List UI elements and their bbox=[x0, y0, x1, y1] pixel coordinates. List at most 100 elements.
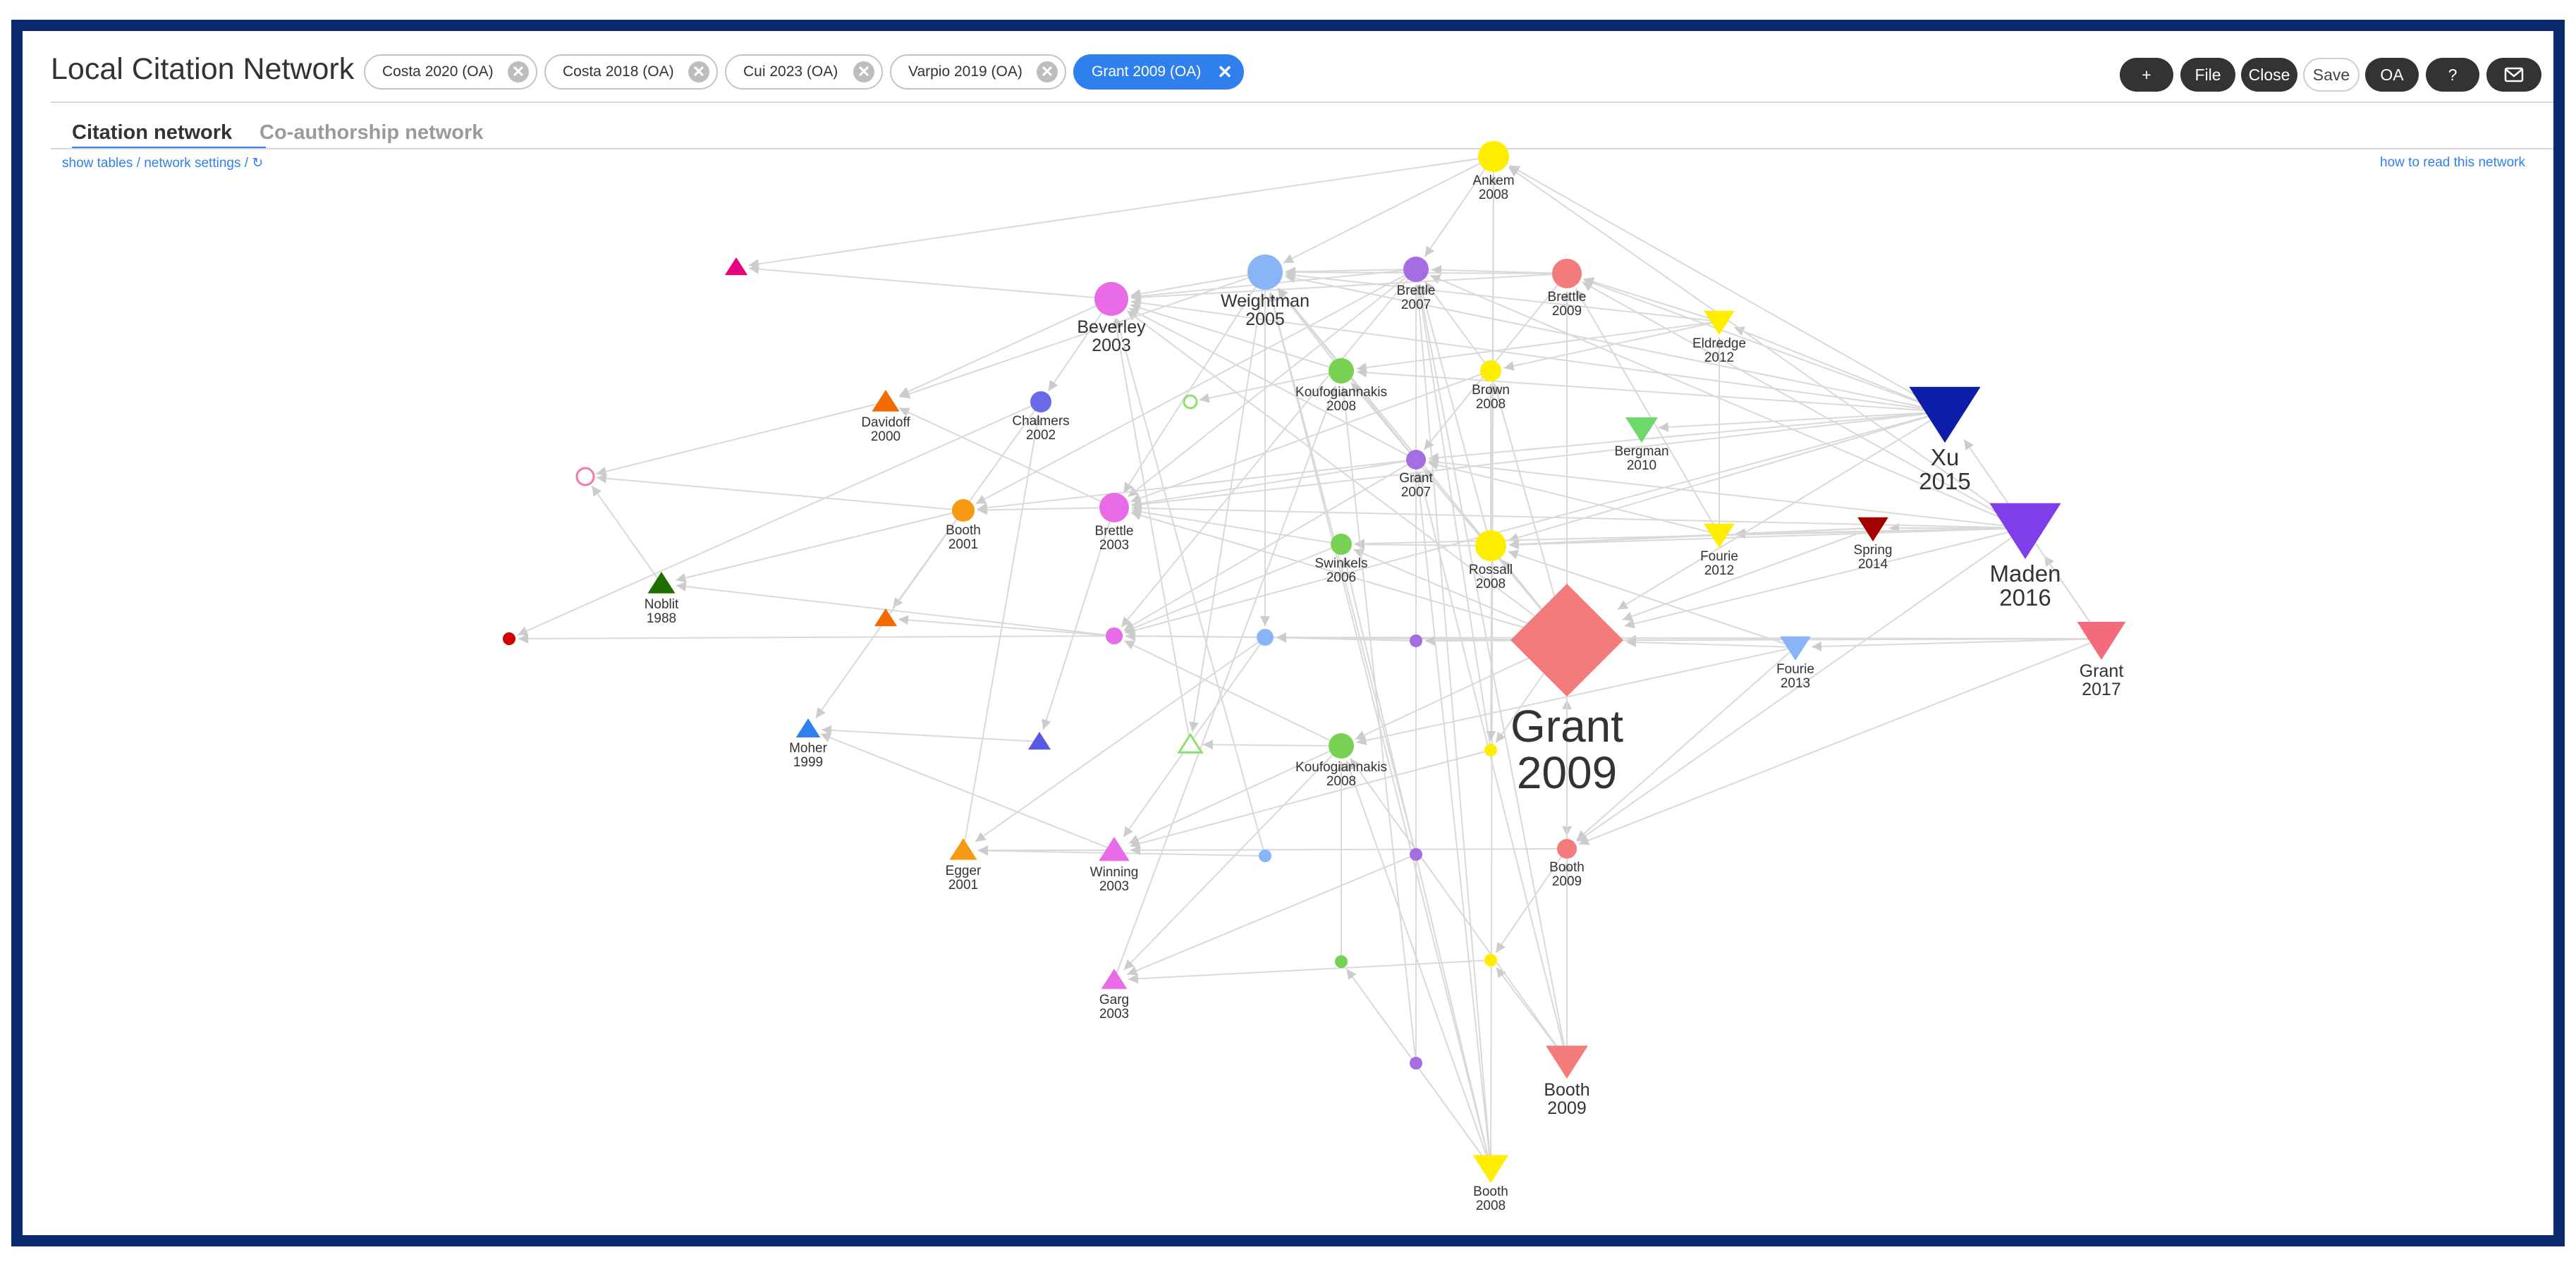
node-marker[interactable] bbox=[1030, 391, 1051, 412]
add-button[interactable]: + bbox=[2120, 58, 2173, 92]
node-marker[interactable] bbox=[1335, 955, 1348, 968]
remove-seed-icon[interactable]: ✕ bbox=[508, 61, 529, 82]
node-marker[interactable] bbox=[1106, 627, 1123, 644]
node-marker[interactable] bbox=[1094, 282, 1128, 316]
node-marker[interactable] bbox=[724, 257, 748, 276]
node-t_lightgreen[interactable] bbox=[1177, 732, 1204, 754]
remove-seed-icon[interactable]: ✕ bbox=[1217, 61, 1233, 82]
node-marker[interactable] bbox=[1484, 954, 1497, 967]
node-marker[interactable] bbox=[1410, 1057, 1422, 1069]
remove-seed-icon[interactable]: ✕ bbox=[1037, 61, 1058, 82]
node-marker[interactable] bbox=[647, 572, 676, 594]
node-marker[interactable] bbox=[1331, 534, 1352, 555]
remove-seed-icon[interactable]: ✕ bbox=[853, 61, 874, 82]
node-c_magenta_small[interactable] bbox=[1106, 627, 1123, 644]
file-button[interactable]: File bbox=[2180, 58, 2235, 92]
show-tables-link[interactable]: show tables bbox=[62, 156, 133, 171]
node-c_purple_small3[interactable] bbox=[1410, 1057, 1422, 1069]
refresh-icon[interactable]: ↻ bbox=[252, 156, 264, 171]
help-button[interactable]: ? bbox=[2426, 58, 2479, 92]
node-marker[interactable] bbox=[1510, 584, 1623, 697]
citation-network-graph[interactable]: Ankem 2008 Weightman 2005 Brettle 2007 Brettle… bbox=[23, 31, 2553, 1235]
node-marker[interactable] bbox=[1704, 523, 1735, 548]
node-marker[interactable] bbox=[1475, 530, 1506, 561]
node-c_yellow_small[interactable] bbox=[1484, 744, 1497, 756]
node-marker[interactable] bbox=[1410, 848, 1422, 861]
node-marker[interactable] bbox=[1177, 732, 1204, 754]
node-marker[interactable] bbox=[1403, 257, 1429, 282]
close-button[interactable]: Close bbox=[2241, 58, 2297, 92]
node-c_green_small[interactable] bbox=[1335, 955, 1348, 968]
node-marker[interactable] bbox=[1101, 969, 1128, 989]
node-c_blue_small2[interactable] bbox=[1259, 850, 1271, 862]
node-marker[interactable] bbox=[1989, 503, 2061, 559]
seed-chip-cui-2023[interactable]: Cui 2023 (OA) ✕ bbox=[725, 54, 883, 90]
node-marker[interactable] bbox=[1484, 744, 1497, 756]
node-marker[interactable] bbox=[1027, 732, 1051, 750]
node-c_blue_small[interactable] bbox=[1257, 629, 1274, 646]
node-c_yellow_small2[interactable] bbox=[1484, 954, 1497, 967]
node-c_red_small[interactable] bbox=[503, 632, 515, 645]
node-marker[interactable] bbox=[1546, 1046, 1588, 1079]
tab-co-authorship-network[interactable]: Co-authorship network bbox=[260, 121, 484, 144]
node-marker[interactable] bbox=[1329, 733, 1354, 759]
tab-citation-network[interactable]: Citation network bbox=[72, 121, 233, 144]
node-marker[interactable] bbox=[1557, 839, 1577, 859]
mail-button[interactable] bbox=[2486, 58, 2541, 92]
node-marker[interactable] bbox=[1259, 850, 1271, 862]
node-marker[interactable] bbox=[949, 838, 977, 860]
save-button[interactable]: Save bbox=[2303, 58, 2360, 92]
node-marker[interactable] bbox=[1329, 358, 1354, 384]
node-t_indigo[interactable] bbox=[1027, 732, 1051, 750]
seed-chip-varpio-2019[interactable]: Varpio 2019 (OA) ✕ bbox=[890, 54, 1066, 90]
node-marker[interactable] bbox=[1406, 450, 1426, 470]
node-marker[interactable] bbox=[1478, 141, 1509, 172]
node-c_purple_small[interactable] bbox=[1410, 634, 1422, 647]
node-marker[interactable] bbox=[1857, 517, 1888, 541]
node-marker[interactable] bbox=[1247, 255, 1283, 290]
seed-chip-costa-2018[interactable]: Costa 2018 (OA) ✕ bbox=[544, 54, 718, 90]
node-t_orange2[interactable] bbox=[874, 608, 898, 627]
node-marker[interactable] bbox=[503, 632, 515, 645]
node-marker[interactable] bbox=[1472, 1155, 1509, 1183]
seed-chip-costa-2020[interactable]: Costa 2020 (OA) ✕ bbox=[364, 54, 537, 90]
node-c_lightpink[interactable] bbox=[575, 467, 595, 486]
node-marker[interactable] bbox=[1780, 636, 1811, 661]
node-marker[interactable] bbox=[874, 608, 898, 627]
node-marker[interactable] bbox=[1552, 259, 1582, 288]
node-marker[interactable] bbox=[1099, 837, 1130, 862]
how-to-read-link[interactable]: how to read this network bbox=[2380, 155, 2525, 170]
node-marker[interactable] bbox=[1480, 360, 1501, 381]
node-marker[interactable] bbox=[952, 499, 975, 522]
node-marker[interactable] bbox=[2077, 622, 2126, 660]
node-marker[interactable] bbox=[575, 467, 595, 486]
network-settings-link[interactable]: network settings bbox=[144, 156, 241, 171]
remove-seed-icon[interactable]: ✕ bbox=[688, 61, 709, 82]
